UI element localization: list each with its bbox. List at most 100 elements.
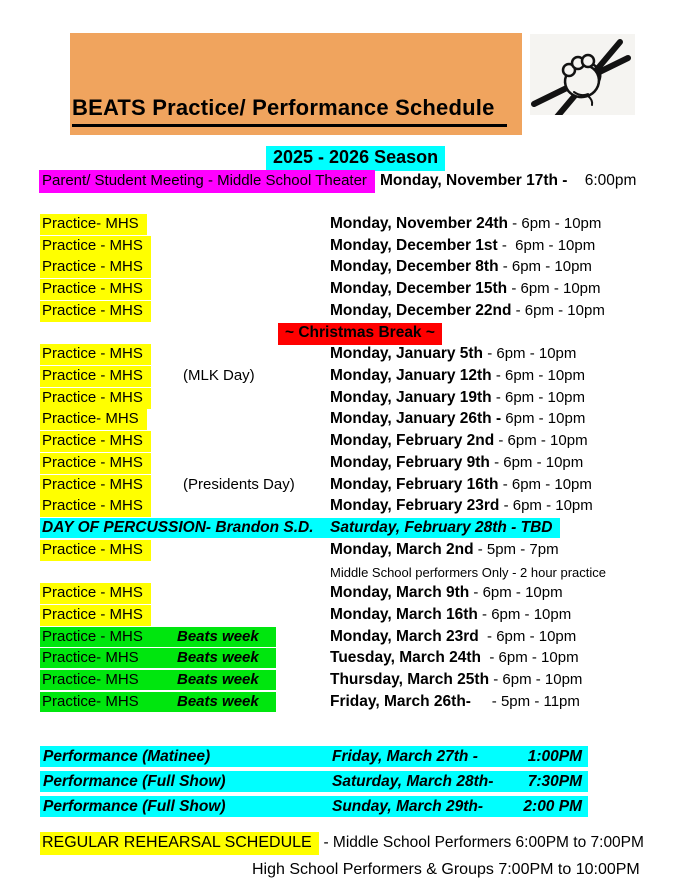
row-date: Tuesday, March 24th - 6pm - 10pm (330, 649, 579, 667)
schedule-row: Practice - MHS (MLK Day) Monday, January… (0, 365, 700, 388)
schedule-row: Practice- MHS Monday, January 26th - 6pm… (0, 408, 700, 431)
row-date: Monday, January 19th - 6pm - 10pm (330, 388, 586, 406)
row-date: Monday, March 23rd - 6pm - 10pm (330, 627, 577, 645)
beats-week-bar: Practice- MHS Beats week (40, 691, 276, 712)
schedule-list: Practice- MHS Monday, November 24th - 6p… (0, 213, 700, 713)
practice-label: Practice- MHS (40, 214, 147, 235)
row-date: Thursday, March 25th - 6pm - 10pm (330, 671, 583, 689)
practice-label: Practice - MHS (40, 474, 151, 496)
performance-label: Performance (Full Show) (43, 798, 226, 815)
performance-date: Sunday, March 29th- (332, 798, 484, 815)
schedule-row: Practice - MHS Monday, February 23rd - 6… (0, 495, 700, 518)
drumsticks-fist-graphic (531, 39, 631, 121)
row-date: Monday, December 8th - 6pm - 10pm (330, 258, 592, 276)
event-label: DAY OF PERCUSSION- Brandon S.D. (42, 519, 314, 537)
beats-week-bar: Practice- MHS Beats week (40, 648, 276, 669)
practice-label: Practice- MHS (42, 692, 139, 710)
page-title: BEATS Practice/ Performance Schedule (72, 95, 507, 127)
practice-label: Practice- MHS (42, 649, 139, 667)
schedule-row: Practice - MHS Monday, December 1st - 6p… (0, 235, 700, 257)
row-date: Monday, March 16th - 6pm - 10pm (330, 605, 572, 623)
practice-label: Practice - MHS (40, 279, 151, 301)
practice-label: Practice - MHS (42, 627, 143, 645)
christmas-break-row: ~ Christmas Break ~ (0, 322, 700, 345)
season-heading: 2025 - 2026 Season (266, 146, 446, 171)
rehearsal-schedule-heading: REGULAR REHEARSAL SCHEDULE (40, 832, 320, 855)
row-date: Monday, December 15th - 6pm - 10pm (330, 280, 601, 298)
performance-time: 2:00 PM (523, 798, 582, 815)
beats-week-bar: Practice - MHS Beats week (40, 626, 276, 647)
practice-detail-note: Middle School performers Only - 2 hour p… (330, 564, 607, 580)
row-date: Monday, March 2nd - 5pm - 7pm (330, 540, 559, 558)
performance-row: Performance (Full Show) Sunday, March 29… (40, 796, 588, 817)
schedule-row: Practice - MHS Monday, March 9th - 6pm -… (0, 582, 700, 605)
practice-label: Practice - MHS (40, 257, 151, 279)
performance-time: 7:30PM (527, 773, 582, 790)
practice-label: Practice - MHS (40, 387, 151, 409)
schedule-row: Practice - MHS Monday, December 22nd - 6… (0, 300, 700, 322)
practice-label: Practice - MHS (40, 300, 151, 322)
meeting-time: 6:00pm (567, 172, 637, 189)
meeting-date: Monday, November 17th - 6:00pm (380, 172, 636, 190)
schedule-row: Practice - MHS Monday, February 9th - 6p… (0, 452, 700, 474)
performance-date: Saturday, March 28th- (332, 773, 494, 790)
practice-label: Practice - MHS (40, 431, 151, 453)
performance-label: Performance (Matinee) (43, 748, 211, 765)
beats-week-row: Practice- MHS Beats week Thursday, March… (0, 669, 700, 691)
row-date: Monday, February 16th - 6pm - 10pm (330, 475, 592, 493)
beats-week-row: Practice - MHS Beats week Monday, March … (0, 626, 700, 648)
drumsticks-fist-icon (530, 34, 635, 121)
holiday-note: (Presidents Day) (183, 475, 295, 493)
row-date: Monday, November 24th - 6pm - 10pm (330, 215, 602, 232)
performance-list: Performance (Matinee) Friday, March 27th… (40, 746, 588, 821)
beats-week-row: Practice- MHS Beats week Friday, March 2… (0, 691, 700, 713)
practice-label: Practice- MHS (42, 671, 139, 689)
practice-label: Practice - MHS (40, 496, 151, 518)
christmas-break-banner: ~ Christmas Break ~ (278, 322, 442, 345)
schedule-row: Practice - MHS Monday, January 5th - 6pm… (0, 343, 700, 366)
meeting-row: Parent/ Student Meeting - Middle School … (0, 170, 700, 193)
practice-label: Practice - MHS (40, 452, 151, 474)
schedule-row: Practice - MHS Monday, February 2nd - 6p… (0, 430, 700, 453)
day-of-percussion-banner: DAY OF PERCUSSION- Brandon S.D. Saturday… (40, 518, 560, 539)
title-banner: BEATS Practice/ Performance Schedule (70, 33, 522, 135)
practice-label: Practice - MHS (40, 235, 151, 257)
performance-time: 1:00PM (527, 748, 582, 765)
beats-week-row: Practice- MHS Beats week Tuesday, March … (0, 647, 700, 669)
performance-label: Performance (Full Show) (43, 773, 226, 790)
row-date: Monday, January 26th - 6pm - 10pm (330, 410, 586, 428)
practice-label: Practice - MHS (40, 344, 151, 366)
row-date: Monday, January 12th - 6pm - 10pm (330, 367, 586, 385)
meeting-label: Parent/ Student Meeting - Middle School … (39, 170, 375, 193)
schedule-row: Practice - MHS Monday, January 19th - 6p… (0, 387, 700, 409)
row-date: Monday, February 2nd - 6pm - 10pm (330, 432, 588, 450)
rehearsal-high-school-text: High School Performers & Groups 7:00PM t… (252, 861, 640, 878)
performance-date: Friday, March 27th - (332, 748, 478, 765)
row-date: Monday, February 23rd - 6pm - 10pm (330, 497, 593, 515)
row-date: Monday, March 9th - 6pm - 10pm (330, 584, 563, 602)
practice-label: Practice- MHS (40, 409, 147, 431)
rehearsal-schedule-line: REGULAR REHEARSAL SCHEDULE - Middle Scho… (40, 832, 644, 855)
row-date: Monday, December 22nd - 6pm - 10pm (330, 301, 605, 319)
schedule-row: Practice - MHS Monday, March 16th - 6pm … (0, 604, 700, 626)
schedule-row: Practice- MHS Monday, November 24th - 6p… (0, 213, 700, 235)
practice-label: Practice - MHS (40, 539, 151, 561)
beats-week-bar: Practice- MHS Beats week (40, 670, 276, 691)
performance-row: Performance (Matinee) Friday, March 27th… (40, 746, 588, 767)
practice-label: Practice - MHS (40, 366, 151, 388)
day-of-percussion-row: DAY OF PERCUSSION- Brandon S.D. Saturday… (0, 517, 700, 539)
row-date: Monday, December 1st - 6pm - 10pm (330, 236, 596, 254)
schedule-row: Practice - MHS Monday, December 8th - 6p… (0, 256, 700, 279)
schedule-row: Practice - MHS (Presidents Day) Monday, … (0, 474, 700, 496)
practice-label: Practice - MHS (40, 583, 151, 605)
schedule-row: Practice - MHS Monday, March 2nd - 5pm -… (0, 539, 700, 561)
beats-week-label: Beats week (177, 671, 259, 689)
row-date: Monday, January 5th - 6pm - 10pm (330, 345, 577, 363)
row-date: Monday, February 9th - 6pm - 10pm (330, 453, 584, 471)
practice-label: Practice - MHS (40, 604, 151, 626)
rehearsal-middle-school-text: - Middle School Performers 6:00PM to 7:0… (319, 834, 644, 851)
beats-week-label: Beats week (177, 627, 259, 645)
event-date: Saturday, February 28th - TBD (330, 519, 553, 537)
schedule-note-row: Middle School performers Only - 2 hour p… (0, 561, 700, 583)
holiday-note: (MLK Day) (183, 367, 255, 385)
